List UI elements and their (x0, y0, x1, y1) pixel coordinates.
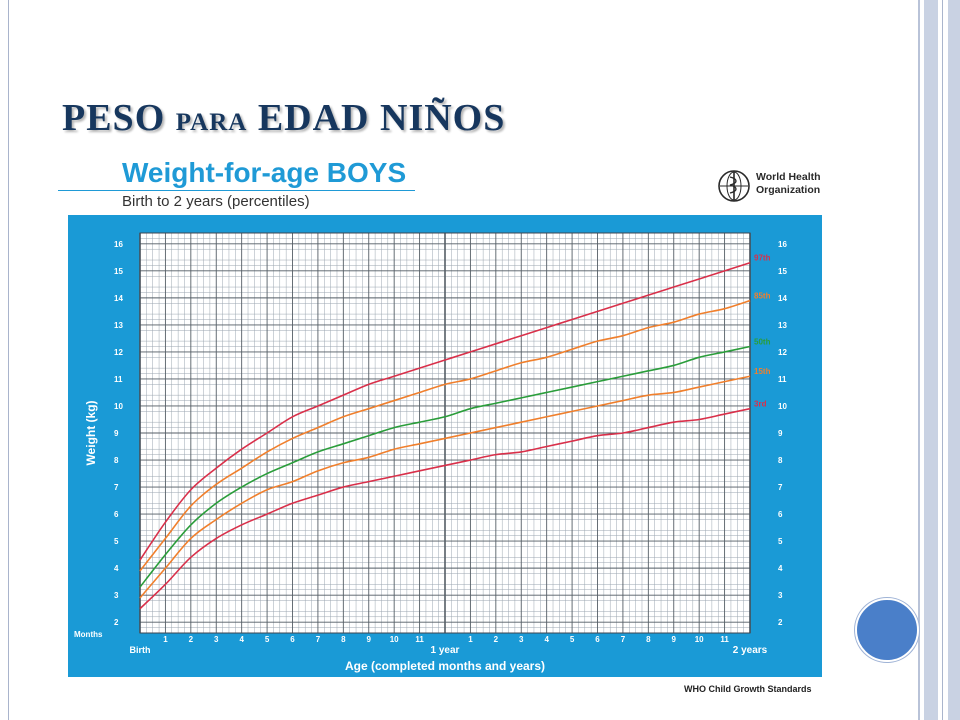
x-tick-label: 4 (239, 635, 244, 644)
y-tick-label-right: 4 (778, 564, 783, 573)
x-tick-label-birth: Birth (130, 645, 151, 655)
series-line-3rd (139, 407, 751, 610)
x-tick-label: 3 (214, 635, 219, 644)
x-tick-label: 2 (494, 635, 499, 644)
y-tick-label-right: 8 (778, 456, 783, 465)
slide-right-border (918, 0, 960, 720)
x-tick-label: 5 (265, 635, 270, 644)
x-tick-label: 6 (595, 635, 600, 644)
x-tick-label: 6 (290, 635, 295, 644)
x-units-label: Months (74, 630, 103, 639)
y-tick-label-right: 3 (778, 591, 783, 600)
series-line-50th (139, 345, 751, 588)
y-tick-label-right: 11 (778, 375, 787, 384)
x-tick-label: 7 (316, 635, 321, 644)
x-tick-label: 1 (163, 635, 168, 644)
y-tick-label-right: 16 (778, 240, 787, 249)
y-tick-label-right: 14 (778, 294, 787, 303)
y-tick-label-right: 2 (778, 618, 783, 627)
series-label-97th: 97th (754, 254, 771, 263)
y-tick-label-left: 16 (114, 240, 123, 249)
chart-subtitle: Birth to 2 years (percentiles) (122, 193, 310, 210)
who-name-line1: World Health (756, 171, 821, 183)
y-tick-label-left: 13 (114, 321, 123, 330)
x-tick-label: 5 (570, 635, 575, 644)
y-tick-label-left: 2 (114, 618, 119, 627)
x-tick-label: 2 (189, 635, 194, 644)
x-tick-label: 4 (544, 635, 549, 644)
series-line-85th (139, 299, 751, 572)
x-tick-label: 11 (720, 635, 729, 644)
y-tick-label-right: 5 (778, 537, 783, 546)
series-line-97th (139, 261, 751, 561)
x-tick-label-1-year: 1 year (431, 645, 460, 656)
x-tick-label: 10 (390, 635, 399, 644)
slide-title-small: PARA (175, 109, 248, 136)
y-tick-label-left: 9 (114, 429, 119, 438)
x-tick-label: 1 (468, 635, 473, 644)
y-tick-label-left: 12 (114, 348, 123, 357)
series-label-15th: 15th (754, 367, 771, 376)
x-axis-label: Age (completed months and years) (345, 659, 545, 673)
chart-footer: WHO Child Growth Standards (684, 684, 812, 694)
y-tick-label-right: 7 (778, 483, 783, 492)
decorative-circle (855, 598, 919, 662)
y-tick-label-left: 15 (114, 267, 123, 276)
y-tick-label-right: 6 (778, 510, 783, 519)
y-tick-label-right: 12 (778, 348, 787, 357)
slide-title: PESO PARA EDAD NIÑOS (62, 96, 505, 140)
series-label-85th: 85th (754, 292, 771, 301)
x-tick-label-2-years: 2 years (733, 645, 768, 656)
y-tick-label-left: 3 (114, 591, 119, 600)
y-tick-label-right: 13 (778, 321, 787, 330)
series-line-15th (139, 375, 751, 599)
x-tick-label: 10 (695, 635, 704, 644)
y-tick-label-left: 4 (114, 564, 119, 573)
series-label-3rd: 3rd (754, 400, 767, 409)
series-label-50th: 50th (754, 338, 771, 347)
y-tick-label-left: 11 (114, 375, 123, 384)
slide-title-main: PESO (62, 97, 176, 139)
y-tick-label-right: 15 (778, 267, 787, 276)
who-emblem-icon (718, 170, 750, 202)
y-tick-label-right: 10 (778, 402, 787, 411)
x-tick-label: 11 (415, 635, 424, 644)
x-tick-label: 9 (367, 635, 372, 644)
y-tick-label-left: 7 (114, 483, 119, 492)
y-tick-label-left: 10 (114, 402, 123, 411)
y-axis-label: Weight (kg) (84, 400, 98, 465)
who-name-line2: Organization (756, 184, 821, 196)
plot-border (139, 232, 751, 634)
chart-title: Weight-for-age BOYS (122, 157, 407, 188)
y-tick-label-left: 5 (114, 537, 119, 546)
y-tick-label-left: 8 (114, 456, 119, 465)
x-tick-label: 3 (519, 635, 524, 644)
y-tick-label-left: 6 (114, 510, 119, 519)
y-tick-label-left: 14 (114, 294, 123, 303)
slide-left-border (8, 0, 9, 720)
slide-title-end: EDAD NIÑOS (247, 97, 506, 139)
x-tick-label: 7 (621, 635, 626, 644)
y-tick-label-right: 9 (778, 429, 783, 438)
x-tick-label: 8 (646, 635, 651, 644)
chart-header-rule (58, 190, 415, 191)
x-tick-label: 8 (341, 635, 346, 644)
x-tick-label: 9 (672, 635, 677, 644)
